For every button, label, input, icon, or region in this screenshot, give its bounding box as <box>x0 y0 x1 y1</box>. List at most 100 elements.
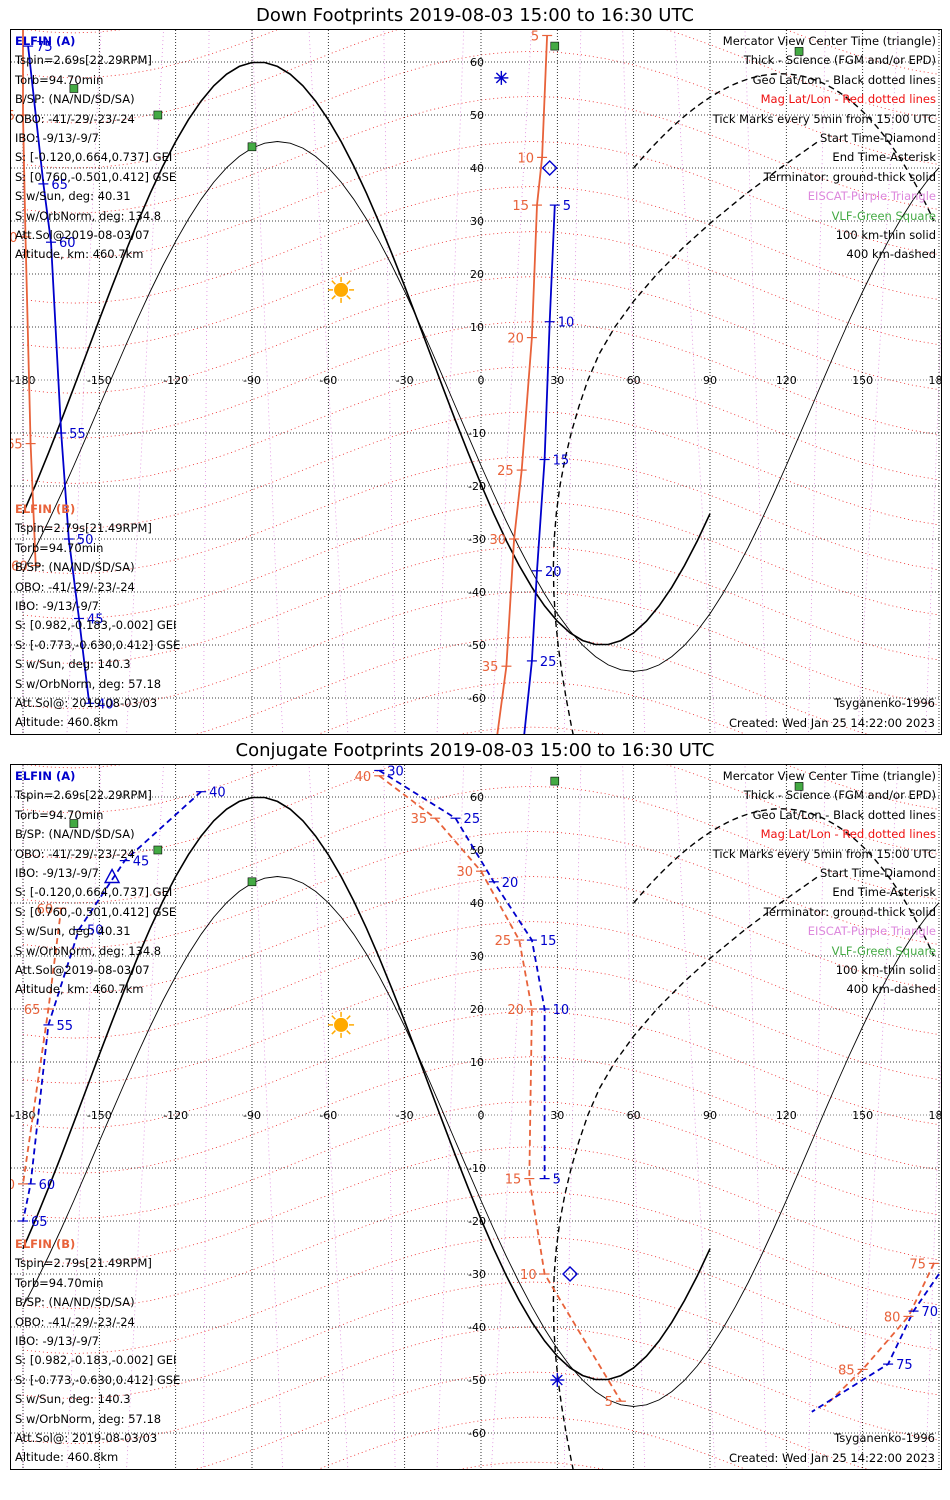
track-tick-label: 60 <box>39 1178 56 1193</box>
vlf-square-icon <box>550 41 560 51</box>
elfin-b-tspin: Tspin=2.79s[21.49RPM] <box>15 1256 152 1271</box>
track-tick-label: 25 <box>495 934 512 949</box>
elfin-b-heading: ELFIN (B) <box>15 502 76 516</box>
elfin-a-heading: ELFIN (A) <box>15 769 76 783</box>
track-tick-label: 15 <box>505 1173 522 1188</box>
track-tick-label: 55 <box>56 1019 73 1034</box>
latitude-tick-label: 60 <box>470 56 484 69</box>
legend-mag-lines: Mag Lat/Lon - Red dotted lines <box>760 827 936 842</box>
mag-longitude-line <box>436 30 465 734</box>
elfin-b-attsol: Att.Sol@: 2019-08-03/03 <box>15 1430 158 1445</box>
elfin-a-info: ELFIN (A) Tspin=2.69s[22.29RPM] Torb=94.… <box>15 767 176 1000</box>
vlf-square-icon <box>69 84 79 93</box>
legend-terminator: Terminator: ground-thick solid <box>763 169 936 184</box>
longitude-tick-label: 0 <box>477 374 484 387</box>
legend-terminator: Terminator: ground-thick solid <box>763 904 936 919</box>
elfin-b-altitude: Altitude: 460.8km <box>15 715 119 730</box>
legend-vlf: VLF-Green Square <box>831 208 936 223</box>
legend-end-time: End Time-Asterisk <box>832 150 936 165</box>
terminator-100km <box>22 876 940 1407</box>
terminator-ground <box>22 61 711 646</box>
mag-longitude-line <box>622 765 646 1469</box>
track-tick-label: 70 <box>11 1178 15 1193</box>
mag-longitude-line <box>857 765 899 1469</box>
longitude-tick-label: 30 <box>550 374 564 387</box>
track-tick-label: 55 <box>69 427 86 442</box>
latitude-tick-label: 50 <box>470 109 484 122</box>
track-tick-label: 75 <box>11 109 15 124</box>
longitude-tick-label: -30 <box>396 1109 414 1122</box>
elfin-a-gse: S: [0.760,-0.501,0.412] GSE <box>15 169 177 184</box>
track-tick-label: 65 <box>51 178 68 193</box>
track-tick-label: 65 <box>24 1003 41 1018</box>
track-tick-label: 20 <box>507 1003 524 1018</box>
view-center-triangle-icon <box>103 868 121 884</box>
track-tick-label: 5 <box>605 1395 613 1410</box>
elfin-b-gei: S: [0.982,-0.183,-0.002] GEI <box>15 618 177 633</box>
track-tick-label: 45 <box>87 613 104 628</box>
elfin-a-sun-angle: S w/Sun, deg: 40.31 <box>15 924 131 939</box>
track-tick-label: 75 <box>909 1257 926 1272</box>
legend-eiscat: EISCAT-Purple Triangle <box>807 924 936 939</box>
map-panel-conjugate-footprints: -180 -150 -120 -90 -60 -30 0 30 60 90 120 150 180 70 6… <box>10 764 942 1470</box>
elfin-a-gei: S: [-0.120,0.664,0.737] GEI <box>15 150 173 165</box>
track-tick-label: 30 <box>387 765 404 780</box>
start-diamond-icon <box>541 160 558 176</box>
mag-longitude-line <box>622 30 646 734</box>
elfin-a-track <box>523 205 556 734</box>
track-tick-label: 5 <box>563 199 571 214</box>
track-tick-label: 60 <box>11 560 28 575</box>
terminator-400km-north <box>633 808 935 957</box>
track-tick-label: 15 <box>512 199 529 214</box>
elfin-b-tspin: Tspin=2.79s[21.49RPM] <box>15 521 152 536</box>
longitude-tick-label: -150 <box>87 1109 112 1122</box>
terminator-400km-north <box>633 73 935 222</box>
legend-400km: 400 km-dashed <box>846 247 936 262</box>
elfin-b-orbnorm-angle: S w/OrbNorm, deg: 57.18 <box>15 676 162 691</box>
track-tick-label: 10 <box>558 316 575 331</box>
map-legend: Mercator View Center Time (triangle) Thi… <box>713 767 936 1000</box>
legend-thick-science: Thick - Science (FGM and/or EPD) <box>743 53 936 68</box>
end-asterisk-icon <box>495 72 507 84</box>
elfin-b-gse: S: [-0.773,-0.630,0.412] GSE <box>15 1372 181 1387</box>
track-tick-label: 70 <box>922 1305 939 1320</box>
track-tick-label: 70 <box>11 231 18 246</box>
model-label: Tsyganenko-1996 <box>834 1431 935 1445</box>
created-label: Created: Wed Jan 25 14:22:00 2023 <box>728 716 935 730</box>
legend-start-time: Start Time-Diamond <box>820 130 936 145</box>
elfin-a-gei: S: [-0.120,0.664,0.737] GEI <box>15 885 173 900</box>
elfin-b-torb: Torb=94.70min <box>15 540 104 555</box>
elfin-a-torb: Torb=94.70min <box>15 72 104 87</box>
mag-longitude-line <box>490 765 532 1469</box>
longitude-tick-label: 60 <box>627 1109 641 1122</box>
map-panel-down-footprints: -180 -150 -120 -90 -60 -30 0 30 60 90 120 150 180 70 6… <box>10 29 942 735</box>
track-tick-label: 5 <box>553 1173 561 1188</box>
track-tick-label: 25 <box>464 812 481 827</box>
longitude-tick-label: -180 <box>11 374 35 387</box>
longitude-tick-label: 150 <box>852 374 873 387</box>
track-tick-label: 65 <box>11 438 23 453</box>
sun-ray <box>346 1030 351 1035</box>
mag-latitude-line <box>22 785 940 904</box>
track-tick-label: 50 <box>77 533 94 548</box>
latitude-tick-label: -60 <box>468 1427 486 1440</box>
elfin-b-bsp: B/SP: (NA/ND/SD/SA) <box>15 560 135 575</box>
latitude-tick-label: -50 <box>468 1374 486 1387</box>
track-tick-label: 10 <box>518 151 535 166</box>
elfin-a-altitude: Altitude, km: 460.7km <box>15 247 144 262</box>
mag-longitude-line <box>202 765 210 1469</box>
elfin-b-ibo: IBO: -9/13/-9/7 <box>15 1333 99 1348</box>
sun-ray <box>346 1015 351 1020</box>
latitude-tick-label: 20 <box>470 268 484 281</box>
elfin-b-track <box>496 35 548 734</box>
elfin-b-orbnorm-angle: S w/OrbNorm, deg: 57.18 <box>15 1411 162 1426</box>
mag-latitude-line <box>22 50 940 169</box>
track-tick-label: 20 <box>502 876 519 891</box>
elfin-a-track-far-east <box>811 1273 940 1413</box>
longitude-tick-label: 0 <box>477 1109 484 1122</box>
track-tick-label: 25 <box>540 655 557 670</box>
latitude-tick-label: -10 <box>468 427 486 440</box>
vlf-square-icon <box>153 845 163 855</box>
mag-latitude-line <box>22 876 940 994</box>
elfin-a-attsol: Att.Sol@2019-08-03/07 <box>15 227 150 242</box>
